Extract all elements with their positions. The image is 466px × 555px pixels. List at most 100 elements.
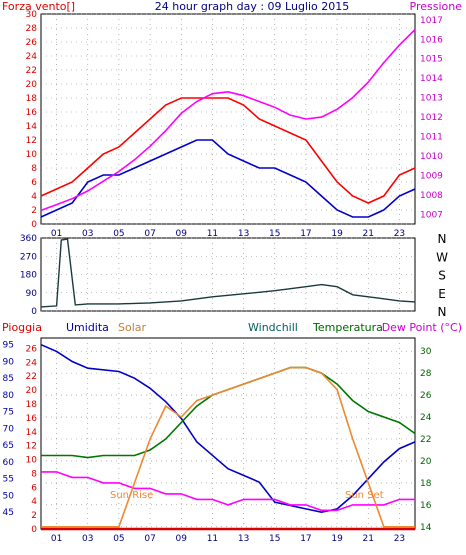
rain-tick-label: 24	[26, 358, 38, 368]
temperature-tick-label: 24	[420, 413, 432, 423]
humidity-tick-label: 95	[3, 341, 14, 351]
sun-rise-annotation: Sun Rise	[110, 490, 153, 501]
hour-axis-ticks: 01 03 05 07 09 11 13 15 17 19 21 23	[51, 229, 405, 239]
wind-tick-label: 28	[26, 24, 38, 34]
compass-label: N	[438, 305, 447, 319]
temperature-tick-label: 26	[420, 391, 432, 401]
wind-tick-label: 18	[26, 94, 38, 104]
rain-tick-label: 14	[26, 428, 38, 438]
wind-tick-label: 4	[31, 192, 37, 202]
hour-tick-label: 11	[207, 229, 218, 239]
series-line	[40, 29, 416, 212]
hour-tick-label: 19	[331, 229, 343, 239]
gridlines	[41, 13, 415, 225]
gridlines	[41, 338, 415, 529]
wind-tick-label: 30	[26, 10, 38, 20]
legend-temperatura: Temperatura	[312, 321, 383, 334]
pressure-tick-label: 1012	[420, 113, 443, 123]
degree-tick-label: 270	[20, 252, 37, 262]
chart-title: 24 hour graph day : 09 Luglio 2015	[155, 0, 350, 13]
humidity-tick-label: 55	[3, 475, 14, 485]
hour-axis-ticks: 01 03 05 07 09 11 13 15 17 19 21 23	[51, 534, 405, 544]
hour-tick-label: 05	[113, 534, 124, 544]
legend-pioggia: Pioggia	[2, 321, 42, 334]
rain-tick-label: 6	[31, 483, 37, 493]
wind-tick-label: 24	[26, 52, 38, 62]
temperature-tick-label: 16	[420, 501, 432, 511]
compass-label: S	[438, 269, 446, 283]
humidity-tick-label: 65	[3, 441, 14, 451]
rain-tick-label: 18	[26, 400, 38, 410]
series-line	[40, 139, 416, 218]
plot-area-frame	[40, 13, 416, 225]
wind-axis-label: Forza vento[]	[2, 0, 75, 13]
series-line	[41, 366, 415, 528]
temperature-tick-label: 14	[420, 523, 432, 533]
rain-tick-label: 8	[31, 469, 37, 479]
humidity-tick-label: 90	[3, 357, 15, 367]
rain-tick-label: 2	[31, 511, 37, 521]
hour-tick-label: 01	[51, 534, 62, 544]
pressure-axis-ticks: 1007 1008 1009 1010 1011 1012 1013 1014 1015 1016…	[420, 16, 443, 220]
legend-dew-point: Dew Point (°C)	[382, 321, 462, 334]
series-line	[41, 366, 416, 459]
legend-windchill: Windchill	[248, 321, 298, 334]
hour-tick-label: 15	[269, 534, 280, 544]
rain-tick-label: 4	[31, 497, 37, 507]
legend-solar: Solar	[118, 321, 147, 334]
wind-tick-label: 22	[26, 66, 37, 76]
series-line	[40, 343, 416, 514]
humidity-tick-label: 70	[3, 424, 15, 434]
hour-tick-label: 21	[363, 229, 374, 239]
degree-tick-label: 90	[26, 289, 38, 299]
pressure-tick-label: 1009	[420, 171, 443, 181]
pressure-tick-label: 1016	[420, 35, 443, 45]
humidity-tick-label: 50	[3, 491, 15, 501]
pressure-axis-label: Pressione	[410, 0, 463, 13]
compass-label: E	[438, 287, 446, 301]
compass-label: W	[436, 250, 448, 264]
rain-tick-label: 26	[26, 344, 38, 354]
rain-tick-label: 0	[31, 525, 37, 535]
pressure-tick-label: 1011	[420, 133, 443, 143]
wind-tick-label: 8	[31, 164, 37, 174]
hour-tick-label: 21	[363, 534, 374, 544]
rain-tick-label: 16	[26, 414, 38, 424]
hour-tick-label: 03	[82, 229, 93, 239]
hour-tick-label: 13	[238, 229, 249, 239]
temperature-tick-label: 30	[420, 347, 432, 357]
pressure-tick-label: 1008	[420, 191, 443, 201]
series-group	[40, 29, 416, 218]
hour-tick-label: 17	[300, 534, 311, 544]
degree-tick-label: 360	[20, 234, 37, 244]
hour-tick-label: 23	[394, 229, 405, 239]
wind-tick-label: 10	[26, 150, 38, 160]
wind-tick-label: 16	[26, 108, 38, 118]
gridlines	[41, 237, 415, 312]
temperature-tick-label: 22	[420, 435, 431, 445]
sun-set-annotation: Sun Set	[345, 490, 384, 501]
hour-tick-label: 15	[269, 229, 280, 239]
rain-tick-label: 22	[26, 372, 37, 382]
plot-area-frame	[40, 237, 416, 312]
series-line	[40, 97, 416, 204]
compass-label: N	[438, 232, 447, 246]
rain-tick-label: 12	[26, 442, 37, 452]
humidity-tick-label: 45	[3, 508, 14, 518]
hour-tick-label: 13	[238, 534, 249, 544]
humidity-tick-label: 75	[3, 408, 14, 418]
humidity-tick-label: 60	[3, 458, 15, 468]
pressure-tick-label: 1014	[420, 74, 443, 84]
pressure-tick-label: 1017	[420, 16, 443, 26]
series-group	[40, 238, 416, 308]
series-line	[41, 471, 415, 512]
hour-tick-label: 23	[394, 534, 405, 544]
series-line	[40, 238, 416, 308]
wind-tick-label: 12	[26, 136, 37, 146]
temperature-axis-ticks: 14 16 18 20 22 24 26 28 30	[420, 347, 432, 533]
hour-tick-label: 09	[176, 229, 188, 239]
hour-tick-label: 03	[82, 534, 93, 544]
